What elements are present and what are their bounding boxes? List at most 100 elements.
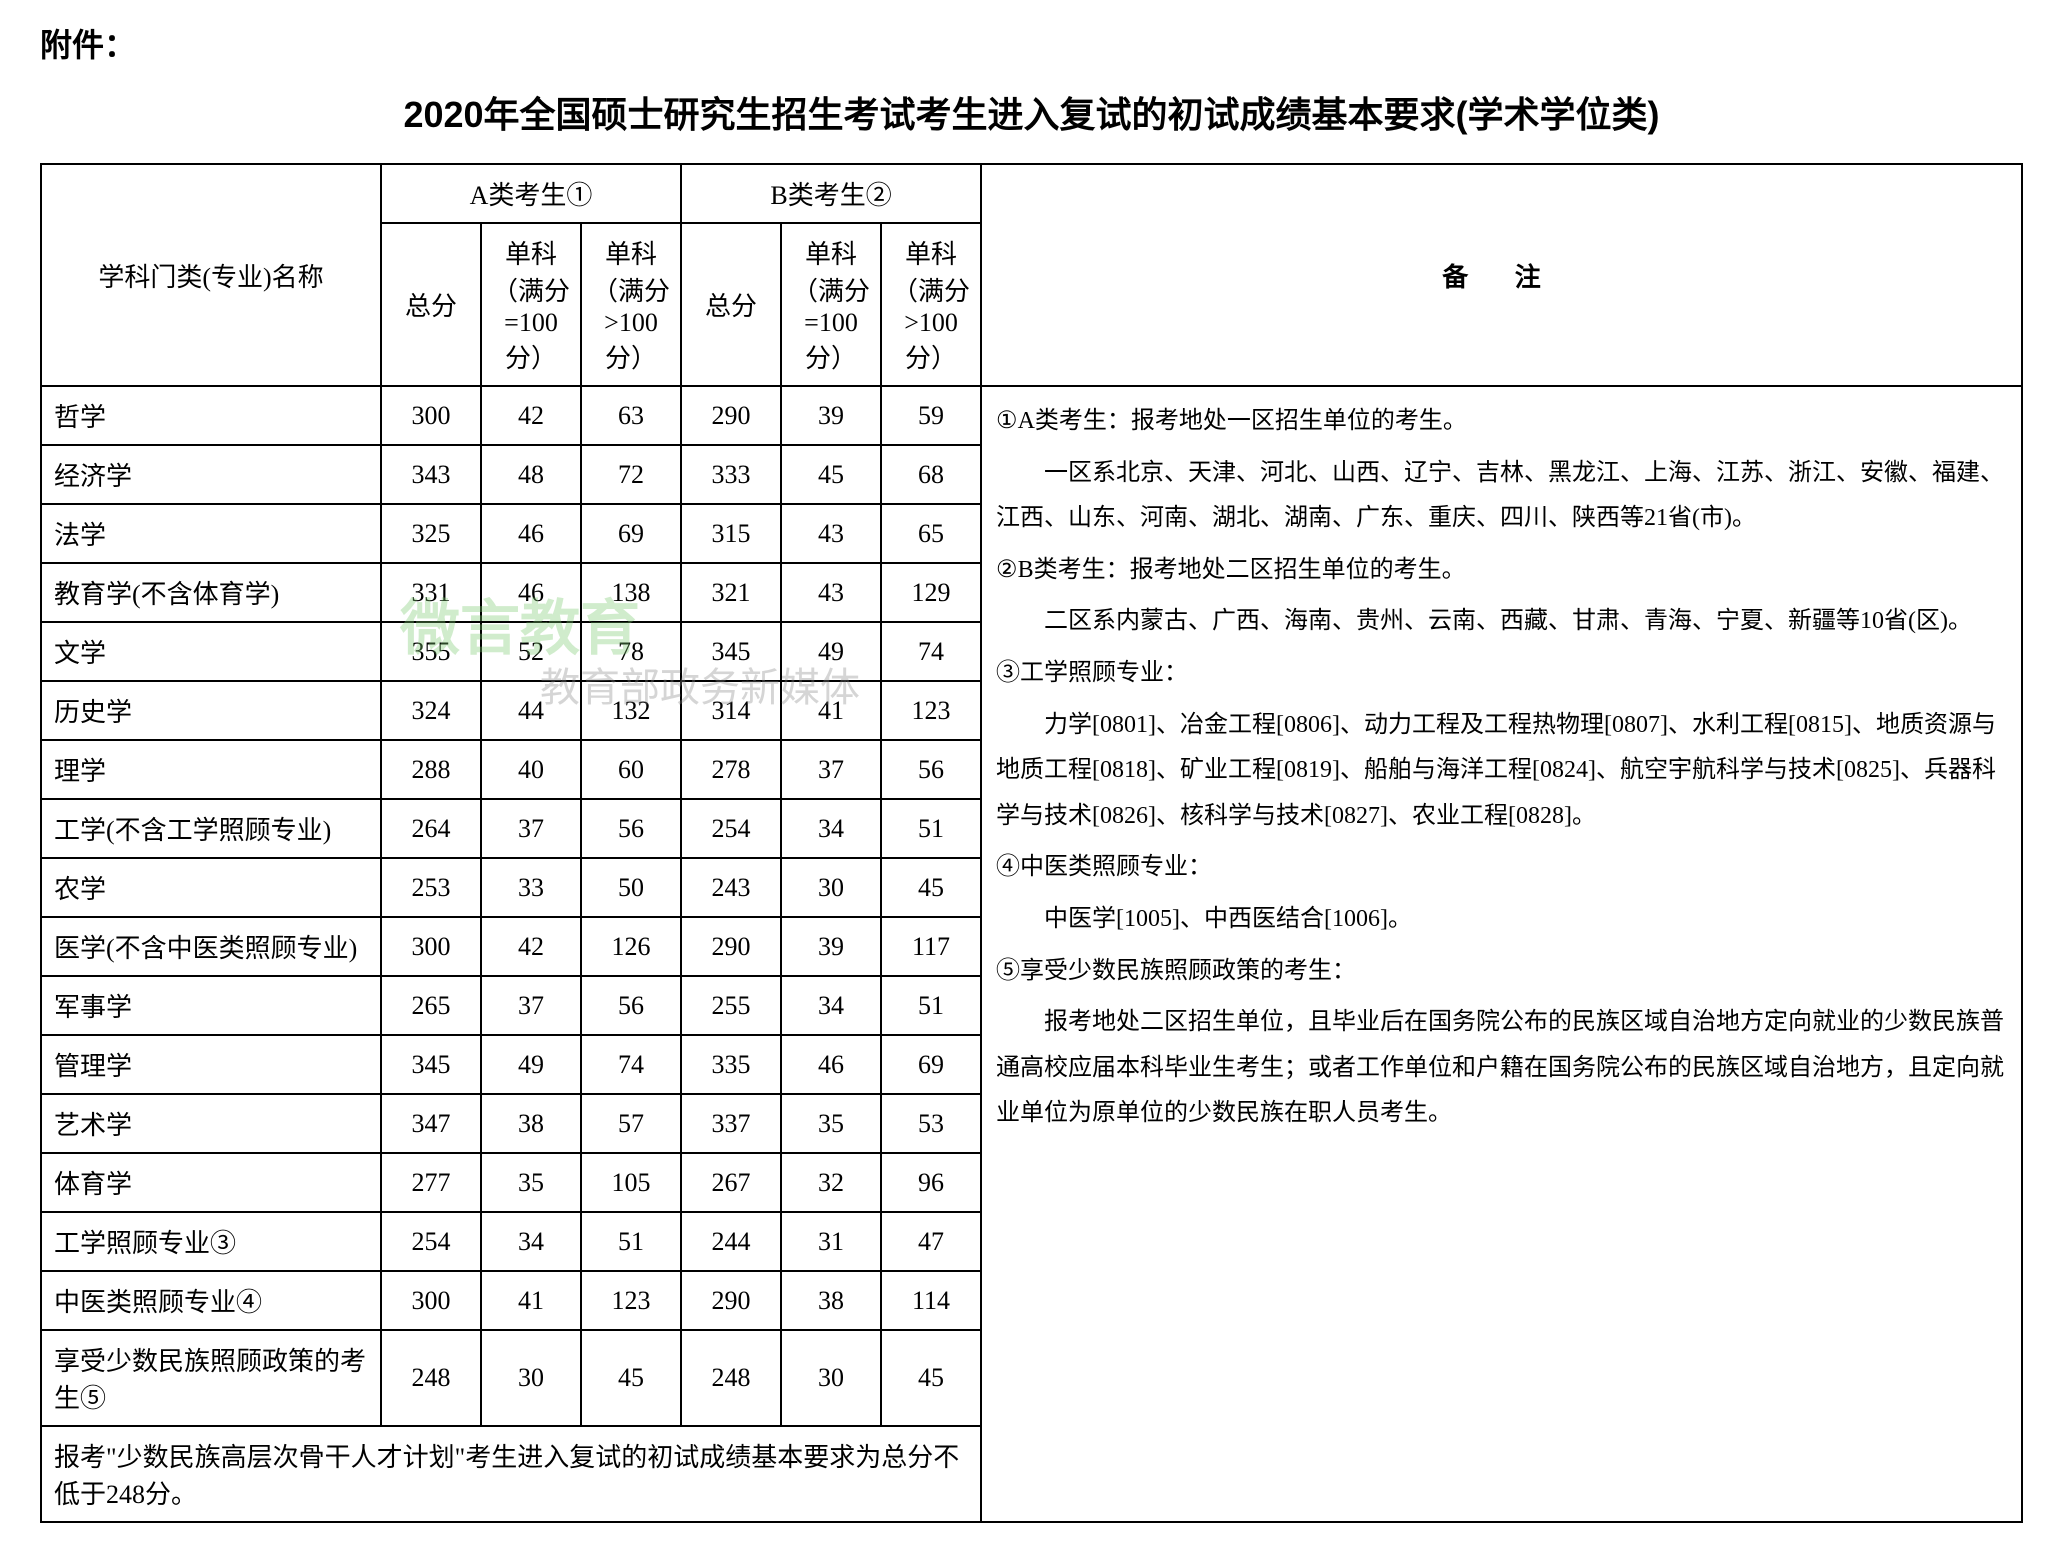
score-cell: 315: [681, 504, 781, 563]
score-cell: 255: [681, 976, 781, 1035]
score-cell: 38: [481, 1094, 581, 1153]
page-title: 2020年全国硕士研究生招生考试考生进入复试的初试成绩基本要求(学术学位类): [40, 86, 2023, 138]
score-cell: 72: [581, 445, 681, 504]
score-cell: 355: [381, 622, 481, 681]
score-cell: 105: [581, 1153, 681, 1212]
score-cell: 42: [481, 917, 581, 976]
header-group-b: B类考生②: [681, 164, 981, 223]
score-cell: 126: [581, 917, 681, 976]
score-cell: 264: [381, 799, 481, 858]
score-cell: 37: [481, 976, 581, 1035]
score-cell: 46: [481, 504, 581, 563]
score-cell: 59: [881, 386, 981, 445]
score-cell: 68: [881, 445, 981, 504]
subject-cell: 中医类照顾专业④: [41, 1271, 381, 1330]
score-cell: 38: [781, 1271, 881, 1330]
score-cell: 277: [381, 1153, 481, 1212]
score-cell: 49: [781, 622, 881, 681]
subject-cell: 工学照顾专业③: [41, 1212, 381, 1271]
subject-cell: 享受少数民族照顾政策的考生⑤: [41, 1330, 381, 1426]
header-a-g100: 单科（满分>100分）: [581, 223, 681, 386]
header-a-total: 总分: [381, 223, 481, 386]
subject-cell: 管理学: [41, 1035, 381, 1094]
score-cell: 123: [581, 1271, 681, 1330]
score-cell: 60: [581, 740, 681, 799]
score-cell: 30: [781, 1330, 881, 1426]
header-b-g100: 单科（满分>100分）: [881, 223, 981, 386]
subject-cell: 历史学: [41, 681, 381, 740]
score-cell: 290: [681, 917, 781, 976]
attachment-label: 附件：: [40, 20, 2023, 66]
score-cell: 345: [381, 1035, 481, 1094]
header-b-total: 总分: [681, 223, 781, 386]
subject-cell: 文学: [41, 622, 381, 681]
score-cell: 51: [881, 976, 981, 1035]
score-cell: 117: [881, 917, 981, 976]
score-cell: 57: [581, 1094, 681, 1153]
subject-cell: 工学(不含工学照顾专业): [41, 799, 381, 858]
header-subject: 学科门类(专业)名称: [41, 164, 381, 386]
score-cell: 44: [481, 681, 581, 740]
score-cell: 265: [381, 976, 481, 1035]
score-cell: 335: [681, 1035, 781, 1094]
score-cell: 45: [781, 445, 881, 504]
score-cell: 34: [481, 1212, 581, 1271]
score-table: 学科门类(专业)名称 A类考生① B类考生② 备 注 总分 单科（满分=100分…: [40, 163, 2023, 1523]
score-cell: 47: [881, 1212, 981, 1271]
score-cell: 290: [681, 386, 781, 445]
score-cell: 347: [381, 1094, 481, 1153]
remark-2-body: 二区系内蒙古、广西、海南、贵州、云南、西藏、甘肃、青海、宁夏、新疆等10省(区)…: [996, 599, 2007, 645]
score-cell: 42: [481, 386, 581, 445]
score-cell: 46: [481, 563, 581, 622]
score-cell: 300: [381, 1271, 481, 1330]
score-cell: 300: [381, 917, 481, 976]
score-cell: 132: [581, 681, 681, 740]
header-b-s100: 单科（满分=100分）: [781, 223, 881, 386]
remark-5-body: 报考地处二区招生单位，且毕业后在国务院公布的民族区域自治地方定向就业的少数民族普…: [996, 1000, 2007, 1137]
score-cell: 34: [781, 799, 881, 858]
subject-cell: 法学: [41, 504, 381, 563]
score-cell: 290: [681, 1271, 781, 1330]
remark-5-head: ⑤享受少数民族照顾政策的考生：: [996, 949, 2007, 995]
score-cell: 288: [381, 740, 481, 799]
remarks-cell: ①A类考生：报考地处一区招生单位的考生。一区系北京、天津、河北、山西、辽宁、吉林…: [981, 386, 2022, 1522]
score-cell: 46: [781, 1035, 881, 1094]
score-cell: 254: [381, 1212, 481, 1271]
remark-1-head: ①A类考生：报考地处一区招生单位的考生。: [996, 399, 2007, 445]
score-cell: 278: [681, 740, 781, 799]
header-remark: 备 注: [981, 164, 2022, 386]
score-cell: 123: [881, 681, 981, 740]
score-cell: 45: [881, 1330, 981, 1426]
footnote-cell: 报考"少数民族高层次骨干人才计划"考生进入复试的初试成绩基本要求为总分不低于24…: [41, 1426, 981, 1522]
score-cell: 248: [681, 1330, 781, 1426]
score-cell: 321: [681, 563, 781, 622]
remark-4-head: ④中医类照顾专业：: [996, 845, 2007, 891]
score-cell: 53: [881, 1094, 981, 1153]
score-cell: 337: [681, 1094, 781, 1153]
score-cell: 333: [681, 445, 781, 504]
score-cell: 41: [781, 681, 881, 740]
subject-cell: 经济学: [41, 445, 381, 504]
header-row-1: 学科门类(专业)名称 A类考生① B类考生② 备 注: [41, 164, 2022, 223]
score-cell: 243: [681, 858, 781, 917]
score-cell: 40: [481, 740, 581, 799]
score-cell: 331: [381, 563, 481, 622]
score-cell: 41: [481, 1271, 581, 1330]
score-cell: 45: [881, 858, 981, 917]
score-cell: 51: [881, 799, 981, 858]
score-cell: 45: [581, 1330, 681, 1426]
remark-3-body: 力学[0801]、冶金工程[0806]、动力工程及工程热物理[0807]、水利工…: [996, 703, 2007, 840]
score-cell: 37: [781, 740, 881, 799]
score-cell: 43: [781, 563, 881, 622]
remark-2-head: ②B类考生：报考地处二区招生单位的考生。: [996, 548, 2007, 594]
score-cell: 74: [581, 1035, 681, 1094]
score-cell: 56: [581, 799, 681, 858]
score-cell: 74: [881, 622, 981, 681]
subject-cell: 理学: [41, 740, 381, 799]
score-cell: 254: [681, 799, 781, 858]
remark-1-body: 一区系北京、天津、河北、山西、辽宁、吉林、黑龙江、上海、江苏、浙江、安徽、福建、…: [996, 451, 2007, 542]
score-cell: 43: [781, 504, 881, 563]
score-cell: 69: [881, 1035, 981, 1094]
score-cell: 50: [581, 858, 681, 917]
score-cell: 343: [381, 445, 481, 504]
